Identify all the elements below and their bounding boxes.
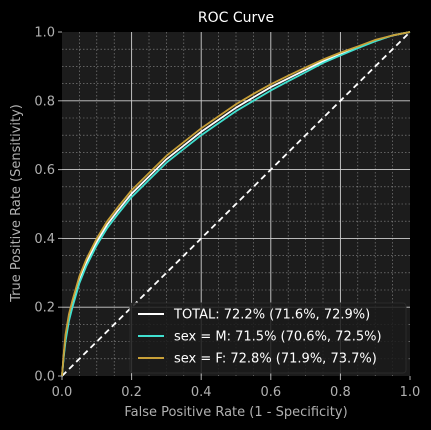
x-axis-label: False Positive Rate (1 - Specificity) bbox=[124, 405, 347, 420]
y-tick-label: 0.2 bbox=[34, 301, 55, 316]
x-tick-label: 1.0 bbox=[400, 385, 421, 400]
x-tick-label: 0.0 bbox=[52, 385, 73, 400]
chart-title: ROC Curve bbox=[198, 10, 274, 26]
y-tick-label: 1.0 bbox=[34, 26, 55, 41]
y-axis-label: True Positive Rate (Sensitivity) bbox=[9, 104, 24, 303]
y-tick-label: 0.0 bbox=[34, 370, 55, 385]
series-line-2 bbox=[61, 31, 411, 377]
chance-line bbox=[61, 31, 411, 377]
legend-box bbox=[129, 302, 407, 374]
x-tick-label: 0.8 bbox=[330, 385, 351, 400]
legend: TOTAL: 72.2% (71.6%, 72.9%) sex = M: 71.5… bbox=[129, 302, 407, 374]
legend-entry-label: sex = F: 72.8% (71.9%, 73.7%) bbox=[174, 352, 377, 367]
series-line-1 bbox=[61, 31, 411, 377]
x-tick-label: 0.4 bbox=[191, 385, 212, 400]
axis-ticks: 0.0 0.2 0.4 0.6 0.8 1.0 0.0 0.2 0.4 0.6 0.8 1.0 bbox=[34, 26, 420, 401]
y-tick-label: 0.6 bbox=[34, 163, 55, 178]
legend-entry-label: sex = M: 71.5% (70.6%, 72.5%) bbox=[174, 330, 382, 345]
x-tick-label: 0.2 bbox=[121, 385, 142, 400]
series-lines bbox=[61, 31, 411, 377]
y-tick-label: 0.8 bbox=[34, 94, 55, 109]
x-tick-label: 0.6 bbox=[260, 385, 281, 400]
y-tick-label: 0.4 bbox=[34, 232, 55, 247]
legend-entry-label: TOTAL: 72.2% (71.6%, 72.9%) bbox=[173, 308, 370, 323]
chance-line-group bbox=[61, 31, 411, 377]
series-line-0 bbox=[61, 31, 411, 377]
